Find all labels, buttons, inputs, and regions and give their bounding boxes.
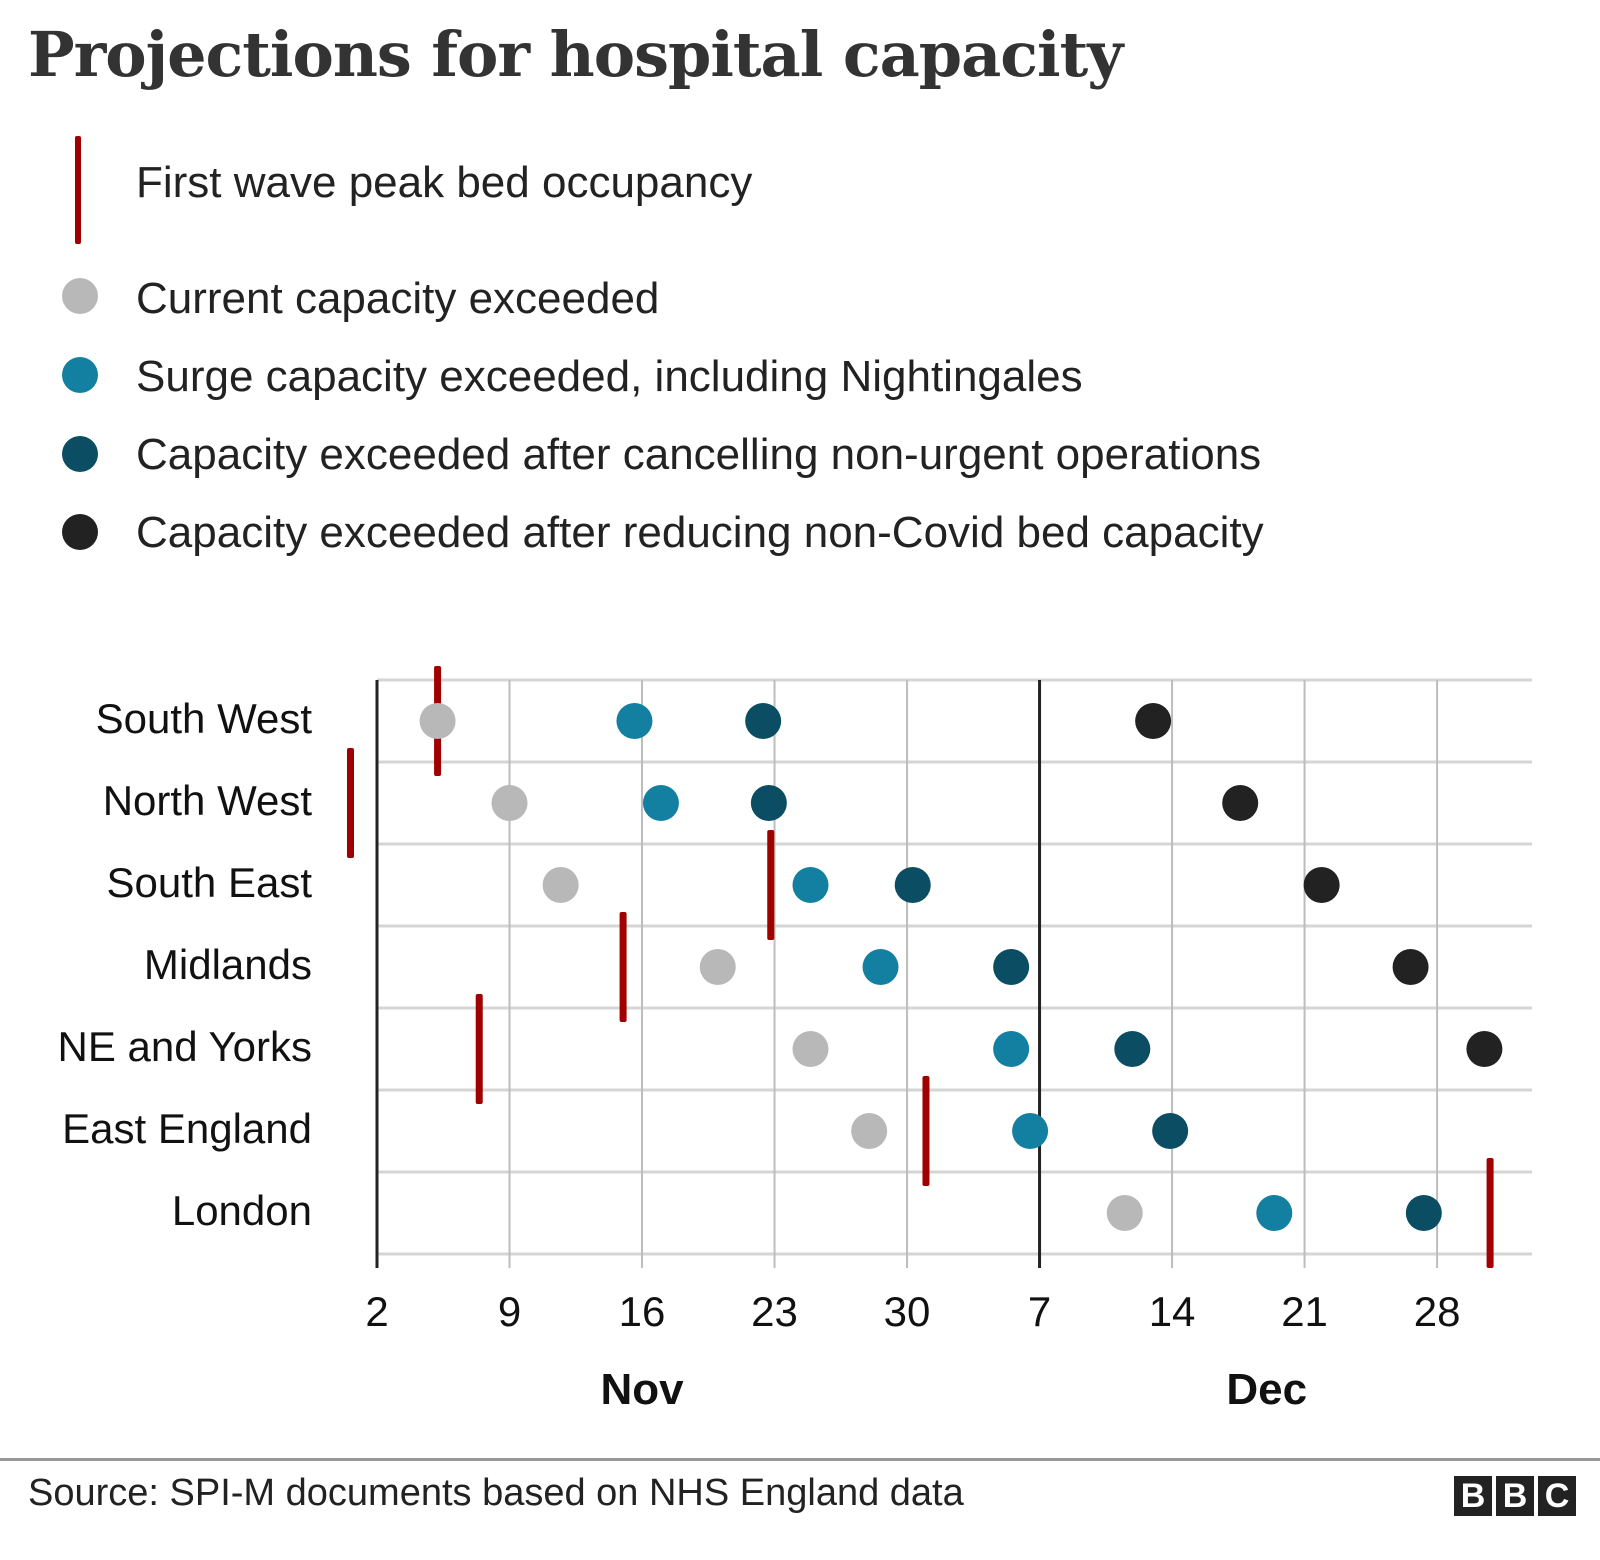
x-tick-label: 21 xyxy=(1281,1288,1328,1335)
chart-title: Projections for hospital capacity xyxy=(28,18,1123,91)
bbc-logo-letter: B xyxy=(1496,1476,1534,1516)
source-note: Source: SPI-M documents based on NHS Eng… xyxy=(28,1472,964,1514)
reduce-dot-ne-and-yorks xyxy=(1466,1031,1503,1067)
reduce-dot-midlands xyxy=(1392,949,1429,985)
y-category-label: London xyxy=(171,1187,312,1234)
x-tick-label: 7 xyxy=(1028,1288,1051,1335)
legend-label-reduce: Capacity exceeded after reducing non-Cov… xyxy=(136,508,1264,557)
x-axis: 2 9 16 23 30 7 14 21 28 Nov Dec xyxy=(365,1288,1460,1414)
surge-dot-south-west xyxy=(616,703,653,739)
current-dot-midlands xyxy=(699,949,736,985)
legend-cancel-dot-icon xyxy=(62,436,98,472)
reduce-dot-south-east xyxy=(1303,867,1340,903)
footer-divider xyxy=(0,1458,1600,1461)
x-tick-label: 14 xyxy=(1149,1288,1196,1335)
cancel-dot-ne-and-yorks xyxy=(1114,1031,1151,1067)
current-dot-south-west xyxy=(419,703,456,739)
month-label: Dec xyxy=(1226,1365,1307,1414)
y-category-label: Midlands xyxy=(143,941,312,988)
bbc-logo: B B C xyxy=(1454,1476,1576,1516)
peak-marker-east-england xyxy=(922,1076,930,1186)
current-dot-east-england xyxy=(851,1113,888,1149)
y-category-label: South West xyxy=(95,695,312,742)
x-tick-label: 30 xyxy=(884,1288,931,1335)
peak-marker-south-east xyxy=(767,830,775,940)
legend-surge-dot-icon xyxy=(62,357,98,393)
legend-reduce-dot-icon xyxy=(62,514,98,550)
current-dot-ne-and-yorks xyxy=(792,1031,829,1067)
peak-marker-london xyxy=(1486,1158,1494,1268)
surge-dot-london xyxy=(1256,1195,1293,1231)
cancel-dot-south-east xyxy=(894,867,931,903)
y-category-label: East England xyxy=(62,1105,312,1152)
legend-label-surge: Surge capacity exceeded, including Night… xyxy=(136,352,1083,401)
x-tick-label: 16 xyxy=(619,1288,666,1335)
grid xyxy=(375,678,1532,1268)
legend-peak-line-icon xyxy=(75,136,81,244)
cancel-dot-east-england xyxy=(1152,1113,1189,1149)
peak-marker-midlands xyxy=(619,912,627,1022)
current-dot-south-east xyxy=(542,867,579,903)
y-category-label: NE and Yorks xyxy=(57,1023,312,1070)
x-tick-label: 23 xyxy=(751,1288,798,1335)
x-tick-label: 28 xyxy=(1414,1288,1461,1335)
x-tick-label: 2 xyxy=(365,1288,388,1335)
y-category-label: North West xyxy=(102,777,312,824)
cancel-dot-london xyxy=(1405,1195,1442,1231)
legend-label-cancel: Capacity exceeded after cancelling non-u… xyxy=(136,430,1262,479)
x-tick-label: 9 xyxy=(498,1288,521,1335)
legend-label-peak: First wave peak bed occupancy xyxy=(136,158,753,207)
surge-dot-midlands xyxy=(862,949,899,985)
surge-dot-south-east xyxy=(792,867,829,903)
month-label: Nov xyxy=(600,1365,684,1414)
bbc-logo-letter: B xyxy=(1454,1476,1492,1516)
cancel-dot-south-west xyxy=(745,703,782,739)
cancel-dot-north-west xyxy=(750,785,787,821)
legend: First wave peak bed occupancy Current ca… xyxy=(0,0,1600,600)
surge-dot-east-england xyxy=(1012,1113,1049,1149)
peak-marker-north-west xyxy=(346,748,354,858)
cancel-dot-midlands xyxy=(993,949,1030,985)
surge-dot-ne-and-yorks xyxy=(993,1031,1030,1067)
bbc-logo-letter: C xyxy=(1538,1476,1576,1516)
chart-plot: 2 9 16 23 30 7 14 21 28 Nov Dec xyxy=(346,666,1532,1414)
reduce-dot-south-west xyxy=(1135,703,1172,739)
peak-marker-ne-and-yorks xyxy=(475,994,483,1104)
current-dot-london xyxy=(1106,1195,1143,1231)
surge-dot-north-west xyxy=(642,785,679,821)
current-dot-north-west xyxy=(491,785,528,821)
legend-current-dot-icon xyxy=(62,278,98,314)
legend-label-current: Current capacity exceeded xyxy=(136,274,660,323)
y-category-label: South East xyxy=(106,859,312,906)
marks xyxy=(346,666,1503,1268)
reduce-dot-north-west xyxy=(1222,785,1259,821)
